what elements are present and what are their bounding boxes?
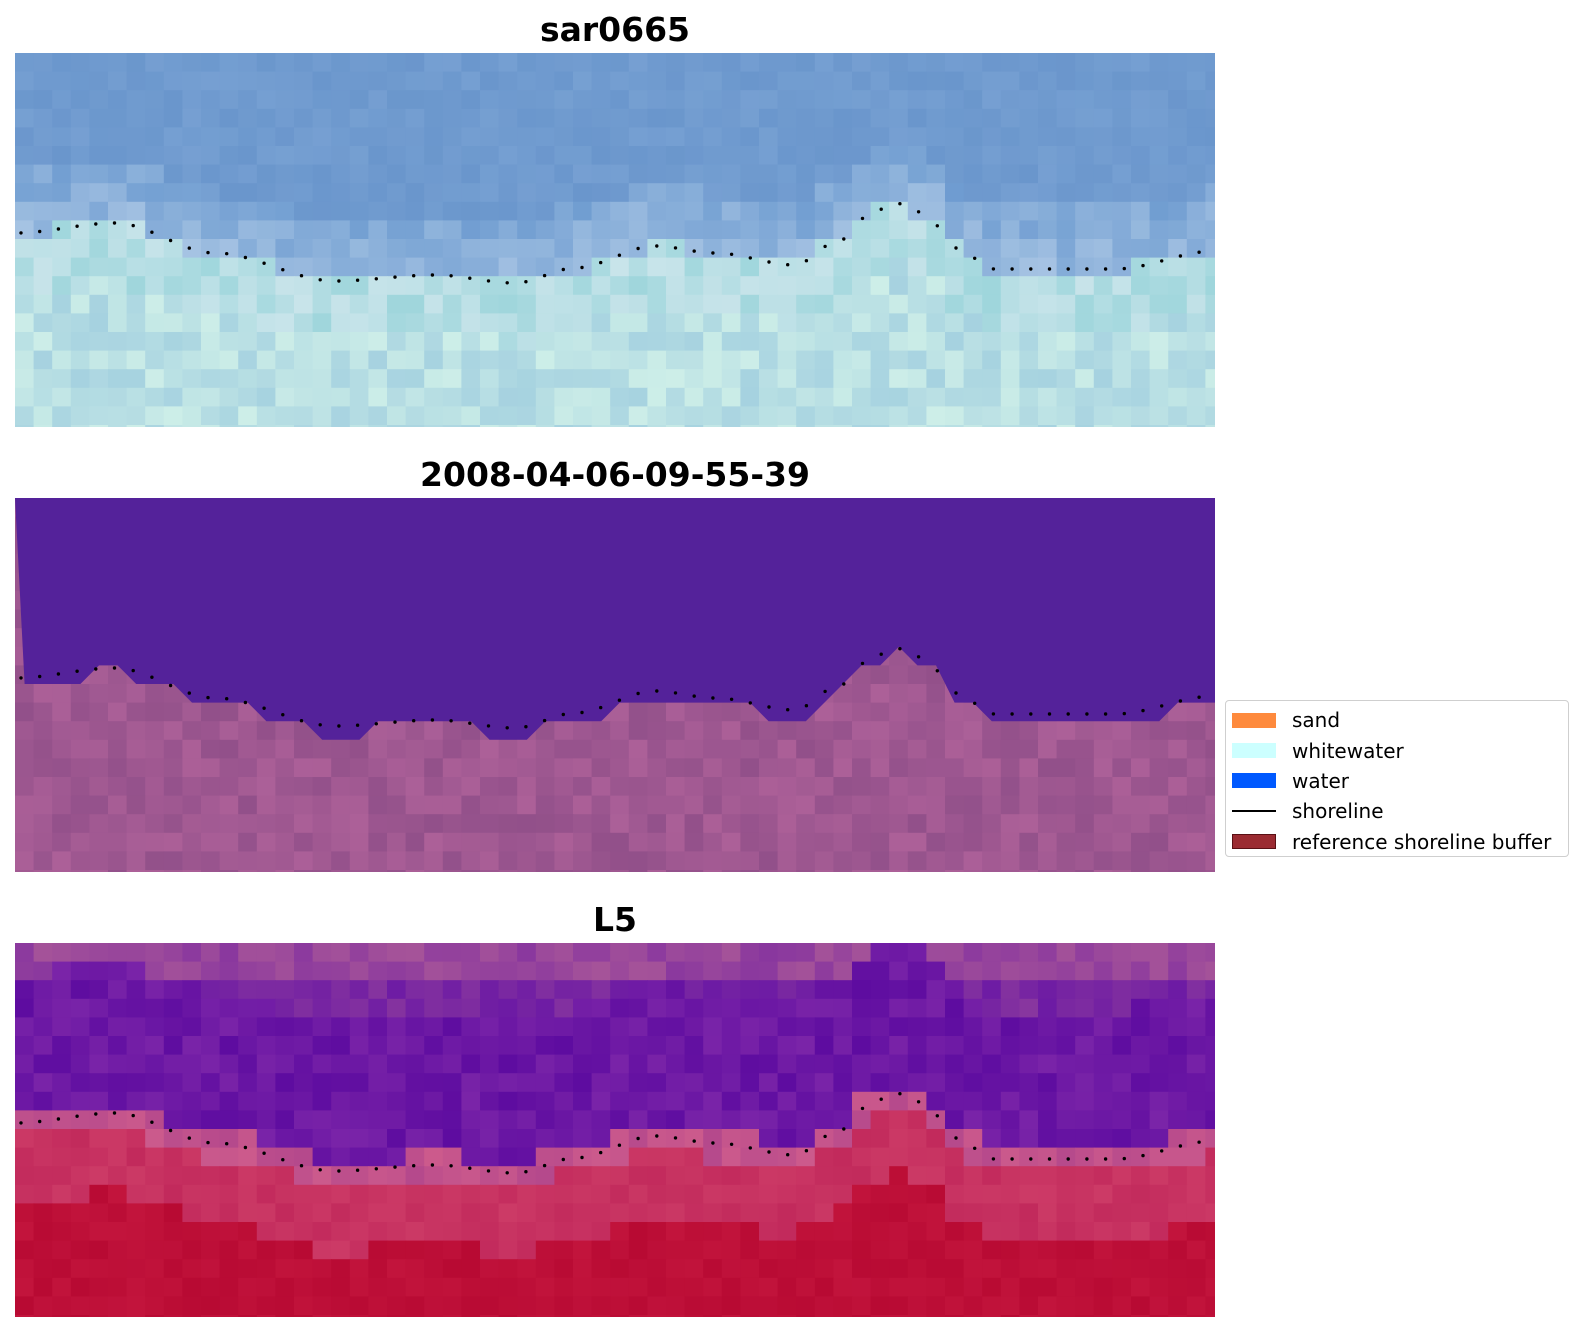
legend-swatch-whitewater	[1232, 743, 1276, 759]
legend: sand whitewater water shoreline referenc…	[1225, 700, 1569, 857]
legend-swatch-reference-buffer	[1232, 834, 1276, 850]
legend-label-shoreline: shoreline	[1292, 799, 1384, 824]
legend-label-sand: sand	[1292, 708, 1341, 733]
panel-title-index: L5	[593, 900, 637, 939]
legend-swatch-sand	[1232, 712, 1276, 728]
legend-swatch-water	[1232, 773, 1276, 789]
legend-item-whitewater: whitewater	[1232, 735, 1568, 765]
panel-title-rgb: sar0665	[539, 10, 691, 49]
satellite-rgb-image	[15, 53, 1215, 427]
legend-item-water: water	[1232, 766, 1568, 796]
panel-title-classification: 2008-04-06-09-55-39	[420, 455, 810, 494]
legend-item-shoreline: shoreline	[1232, 796, 1568, 826]
legend-item-sand: sand	[1232, 705, 1568, 735]
classification-image	[15, 498, 1215, 872]
legend-label-whitewater: whitewater	[1292, 738, 1404, 763]
legend-label-water: water	[1292, 768, 1349, 793]
index-image	[15, 943, 1215, 1317]
legend-item-reference-buffer: reference shoreline buffer	[1232, 827, 1568, 857]
legend-label-reference-buffer: reference shoreline buffer	[1292, 829, 1552, 854]
legend-line-shoreline	[1232, 810, 1276, 813]
